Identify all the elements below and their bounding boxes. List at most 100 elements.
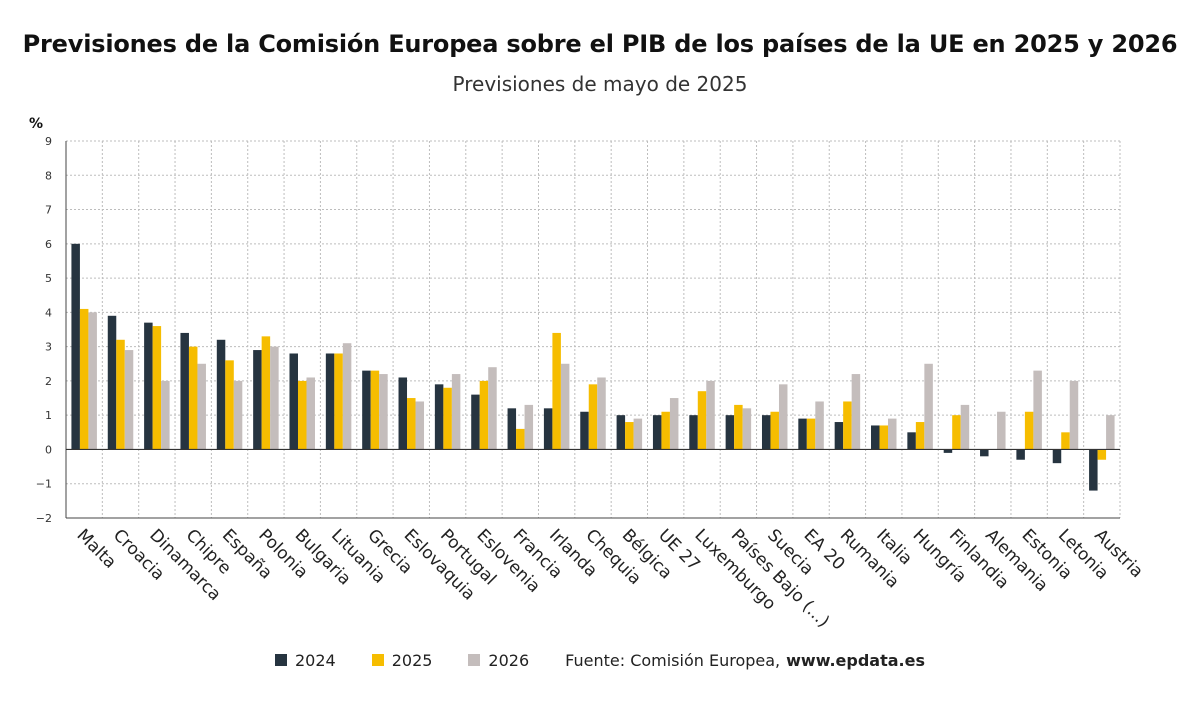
bar-2025 (588, 384, 598, 450)
bar-2026 (560, 363, 570, 450)
bar-2026 (597, 377, 606, 450)
bar-2025 (952, 415, 961, 450)
y-tick-label: 7 (45, 204, 52, 217)
bar-2024 (543, 408, 553, 450)
bar-2025 (516, 428, 525, 450)
bar-2026 (415, 401, 425, 450)
bar-2025 (1097, 449, 1107, 460)
bar-2024 (144, 322, 153, 450)
y-tick-label: 3 (45, 341, 52, 354)
y-tick-label: 6 (45, 238, 52, 251)
legend-label-2026: 2026 (488, 650, 530, 670)
bar-2025 (479, 380, 489, 450)
y-tick-label: 2 (45, 375, 52, 388)
y-axis-unit: % (29, 116, 43, 132)
bar-2026 (633, 418, 643, 450)
bar-2026 (451, 374, 461, 450)
y-tick-label: 8 (45, 169, 52, 182)
bar-2024 (871, 425, 880, 450)
bar-2025 (770, 411, 779, 450)
bar-2026 (124, 350, 134, 450)
bar-2025 (734, 404, 743, 450)
bar-2024 (362, 370, 371, 450)
bar-2024 (798, 418, 807, 450)
bar-2024 (834, 422, 844, 450)
bar-2024 (253, 350, 262, 450)
y-tick-label: 1 (45, 409, 52, 422)
bar-2024 (907, 432, 916, 450)
bar-2024 (1016, 449, 1025, 460)
bar-2026 (924, 363, 933, 450)
bar-2025 (261, 336, 271, 450)
bar-2026 (488, 367, 497, 450)
bar-2025 (915, 422, 925, 450)
legend-item-2024: 2024 (274, 650, 336, 670)
bar-2025 (806, 418, 816, 450)
bar-2024 (180, 332, 189, 450)
bar-2026 (379, 374, 388, 450)
bar-2024 (289, 353, 298, 450)
y-tick-label: 0 (45, 443, 52, 456)
bar-2026 (888, 418, 897, 450)
bar-2026 (1069, 380, 1079, 450)
bar-2026 (88, 312, 97, 450)
legend: 2024 2025 2026 Fuente: Comisión Europea,… (0, 648, 1200, 672)
bar-2026 (306, 377, 315, 450)
source-label: Fuente: Comisión Europea, (565, 650, 781, 670)
legend-swatch-2025 (371, 654, 384, 666)
bar-2025 (1061, 432, 1070, 450)
y-tick-label: 9 (45, 135, 52, 148)
legend-label-2024: 2024 (294, 650, 336, 670)
legend-item-2025: 2025 (371, 650, 433, 670)
bar-2025 (1024, 411, 1034, 450)
legend-swatch-2026 (468, 654, 481, 666)
bar-2024 (1089, 449, 1098, 491)
bar-2025 (443, 387, 452, 450)
bar-2026 (960, 404, 970, 450)
bar-2024 (325, 353, 335, 450)
y-tick-label: −2 (36, 512, 52, 525)
bar-2024 (107, 315, 117, 450)
bar-2025 (116, 339, 125, 450)
bar-2025 (334, 353, 343, 450)
bar-2025 (552, 332, 561, 450)
bar-2025 (879, 425, 889, 450)
bar-2026 (161, 380, 170, 450)
bar-2026 (270, 346, 279, 450)
bar-2025 (697, 391, 707, 450)
bar-2026 (342, 343, 352, 450)
bar-2025 (407, 398, 416, 450)
bar-2024 (616, 415, 626, 450)
bar-2024 (652, 415, 662, 450)
bar-2025 (152, 326, 162, 450)
bar-2025 (661, 411, 670, 450)
chart-title: Previsiones de la Comisión Europea sobre… (22, 30, 1178, 58)
bar-2025 (370, 370, 380, 450)
bar-2025 (225, 360, 234, 450)
bar-2024 (398, 377, 408, 450)
bar-2025 (79, 308, 89, 450)
bar-2024 (434, 384, 444, 450)
bar-2026 (778, 384, 788, 450)
bar-2025 (188, 346, 198, 450)
legend-swatch-2024 (274, 654, 287, 666)
bar-2024 (725, 415, 735, 450)
bar-2026 (851, 374, 861, 450)
bar-2025 (843, 401, 852, 450)
y-tick-label: 4 (45, 306, 52, 319)
bar-2024 (580, 411, 589, 450)
bar-2026 (197, 363, 206, 450)
y-tick-label: −1 (36, 478, 52, 491)
source-link[interactable]: www.epdata.es (786, 650, 925, 670)
bar-2024 (761, 415, 771, 450)
bar-2026 (997, 411, 1006, 450)
legend-label-2025: 2025 (391, 650, 433, 670)
bar-2024 (507, 408, 517, 450)
bar-2026 (1033, 370, 1042, 450)
bar-2024 (1052, 449, 1062, 464)
bar-2024 (216, 339, 226, 450)
bar-2026 (742, 408, 752, 450)
bar-2025 (297, 380, 307, 450)
chart-subtitle: Previsiones de mayo de 2025 (452, 72, 748, 96)
bar-2024 (943, 449, 953, 453)
